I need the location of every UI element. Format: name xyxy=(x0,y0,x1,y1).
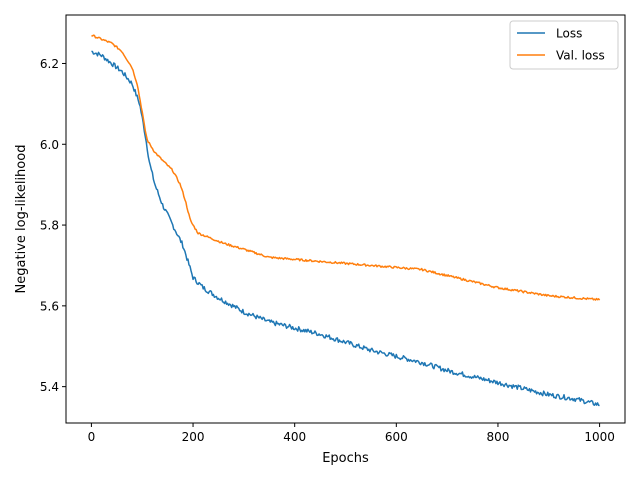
x-tick-label: 600 xyxy=(385,430,408,444)
y-tick-label: 6.0 xyxy=(40,138,59,152)
x-tick-label: 1000 xyxy=(584,430,615,444)
legend-label-val-loss: Val. loss xyxy=(556,49,605,63)
x-axis: 0 200 400 600 800 1000 xyxy=(88,423,615,444)
y-tick-label: 5.8 xyxy=(40,219,59,233)
y-axis-label: Negative log-likelihood xyxy=(14,145,29,294)
y-tick-label: 5.6 xyxy=(40,299,59,313)
x-tick-label: 0 xyxy=(88,430,96,444)
legend: Loss Val. loss xyxy=(509,20,619,70)
axes-frame xyxy=(65,14,626,424)
x-tick-label: 400 xyxy=(283,430,306,444)
legend-label-loss: Loss xyxy=(556,27,582,41)
plot-area xyxy=(91,34,601,407)
x-axis-label: Epochs xyxy=(322,451,369,466)
y-tick-label: 6.2 xyxy=(40,57,59,71)
x-tick-label: 200 xyxy=(182,430,205,444)
y-tick-label: 5.4 xyxy=(40,380,59,394)
y-axis: 5.4 5.6 5.8 6.0 6.2 xyxy=(40,57,66,394)
series-loss-line xyxy=(91,50,600,407)
x-tick-label: 800 xyxy=(487,430,510,444)
series-val-loss-line xyxy=(91,34,601,301)
